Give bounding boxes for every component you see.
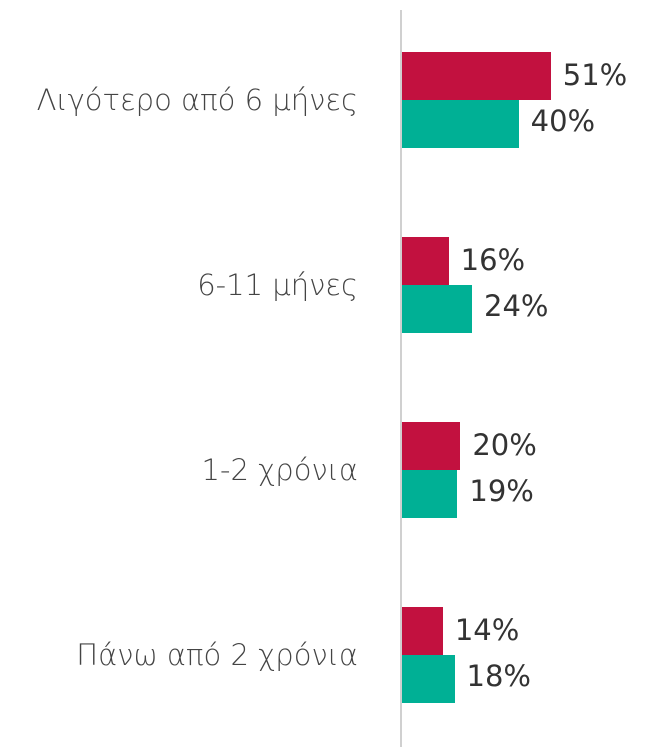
category-label: 6-11 μήνες (197, 268, 358, 302)
bar (402, 237, 449, 285)
value-label: 40% (530, 104, 596, 138)
bar (402, 52, 551, 100)
value-label: 20% (472, 428, 537, 462)
value-label: 16% (460, 243, 526, 277)
category-label: 1-2 χρόνια (201, 453, 358, 487)
bar (402, 422, 461, 470)
bar (402, 655, 455, 703)
bar (402, 607, 443, 655)
bar (402, 470, 458, 518)
value-label: 51% (562, 58, 628, 92)
bar (402, 285, 472, 333)
value-label: 14% (454, 613, 520, 647)
value-label: 18% (466, 659, 531, 693)
bar (402, 100, 519, 148)
value-label: 24% (484, 289, 549, 323)
axis-line (400, 10, 402, 747)
value-label: 19% (469, 474, 534, 508)
category-label: Πάνω από 2 χρόνια (76, 638, 358, 672)
category-label: Λιγότερο από 6 μήνες (36, 83, 358, 117)
